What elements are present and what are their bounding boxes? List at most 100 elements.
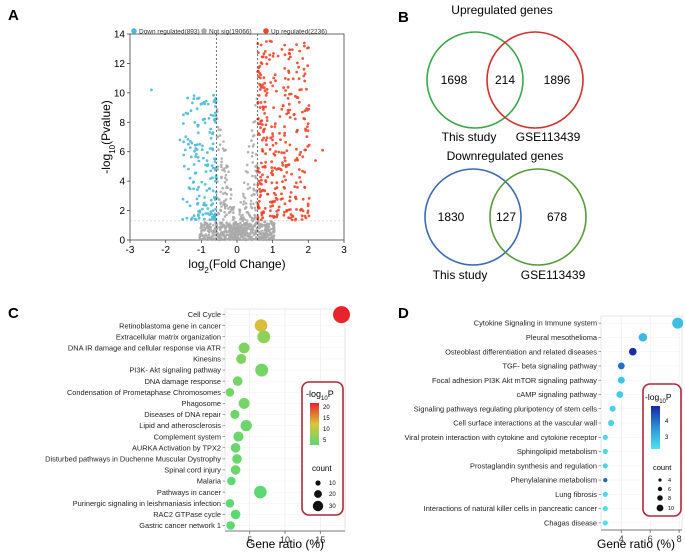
volcano-point-notsig bbox=[211, 224, 215, 227]
dotplot-c-term-label: Gastric cancer network 1 bbox=[139, 521, 221, 530]
volcano-point-up bbox=[298, 153, 302, 157]
volcano-point-notsig bbox=[249, 223, 253, 226]
volcano-point-down bbox=[203, 183, 207, 186]
volcano-point-down bbox=[211, 114, 215, 117]
volcano-point-notsig bbox=[228, 210, 232, 214]
dotplot-c-dot bbox=[257, 330, 271, 344]
volcano-point-up bbox=[272, 52, 275, 55]
dotplot-d-size-tick-3: 10 bbox=[668, 506, 674, 512]
volcano-point-up bbox=[283, 67, 287, 70]
volcano-point-up bbox=[282, 213, 286, 217]
volcano-point-notsig bbox=[216, 126, 220, 129]
volcano-point-notsig bbox=[216, 135, 220, 139]
volcano-point-notsig bbox=[234, 221, 238, 224]
volcano-point-up bbox=[270, 201, 274, 204]
volcano-point-notsig bbox=[239, 201, 243, 204]
volcano-point-up bbox=[263, 189, 267, 193]
volcano-ytick-label-1: 2 bbox=[119, 206, 125, 217]
volcano-point-notsig bbox=[225, 225, 228, 228]
volcano-point-up bbox=[283, 125, 286, 129]
volcano-point-up bbox=[294, 196, 297, 199]
volcano-point-up bbox=[262, 52, 266, 56]
dotplot-d-term-label: Phenylalanine metabolism bbox=[511, 476, 597, 485]
volcano-point-notsig bbox=[221, 147, 225, 150]
volcano-legend-label-1: Not sig(19066) bbox=[209, 29, 252, 36]
volcano-point-notsig bbox=[232, 211, 235, 214]
volcano-point-up bbox=[292, 113, 296, 117]
dotplot-d-dot bbox=[602, 506, 608, 512]
volcano-point-notsig bbox=[255, 227, 259, 230]
dotplot-d-dot bbox=[617, 362, 625, 370]
volcano-point-up bbox=[274, 141, 278, 145]
dotplot-d-term-label: Cytokine Signaling in Immune system bbox=[474, 319, 597, 328]
volcano-point-down bbox=[214, 207, 218, 211]
volcano-point-up bbox=[258, 195, 262, 199]
volcano-point-notsig bbox=[246, 187, 250, 191]
volcano-point-up bbox=[266, 192, 270, 196]
volcano-point-notsig bbox=[253, 183, 256, 186]
volcano-point-notsig bbox=[238, 230, 242, 233]
volcano-point-up bbox=[270, 181, 274, 185]
dotplot-c-dot bbox=[232, 376, 243, 386]
volcano-point-down bbox=[192, 214, 196, 218]
volcano-point-up bbox=[262, 76, 266, 79]
volcano-point-notsig bbox=[265, 232, 269, 235]
volcano-point-up bbox=[293, 185, 297, 189]
dotplot-c-term-label: DNA IR damage and cellular response via … bbox=[68, 343, 221, 352]
volcano-point-up bbox=[301, 155, 305, 159]
volcano-point-notsig bbox=[203, 221, 207, 224]
volcano-point-notsig bbox=[254, 209, 257, 212]
volcano-point-up bbox=[273, 73, 277, 77]
volcano-point-up bbox=[269, 136, 273, 140]
volcano-point-up bbox=[294, 181, 298, 185]
volcano-point-up bbox=[264, 123, 268, 127]
volcano-point-notsig bbox=[258, 226, 261, 230]
volcano-point-notsig bbox=[217, 128, 221, 132]
volcano-point-up bbox=[271, 169, 274, 173]
volcano-point-up bbox=[295, 156, 299, 160]
volcano-point-notsig bbox=[250, 218, 254, 221]
volcano-point-notsig bbox=[261, 223, 264, 227]
volcano-point-notsig bbox=[250, 129, 254, 132]
volcano-point-notsig bbox=[236, 236, 239, 240]
volcano-point-up bbox=[295, 147, 298, 151]
volcano-point-up bbox=[265, 40, 268, 43]
volcano-point-notsig bbox=[253, 193, 256, 196]
dotplot-c-legend-size-title: count bbox=[312, 464, 332, 473]
volcano-point-down bbox=[209, 127, 213, 131]
volcano-point-down bbox=[203, 196, 207, 199]
volcano-point-up bbox=[269, 205, 272, 208]
volcano-legend: Down regulated(893) Not sig(19066) Up regu… bbox=[131, 28, 327, 36]
volcano-point-up bbox=[275, 198, 279, 201]
dotplot-c-term-label: Lipid and atherosclerosis bbox=[139, 421, 221, 430]
volcano-point-up bbox=[283, 186, 287, 190]
volcano-plot: Down regulated(893) Not sig(19066) Up regu… bbox=[99, 28, 347, 275]
volcano-point-up bbox=[273, 199, 277, 203]
volcano-point-up bbox=[296, 96, 300, 99]
volcano-legend-marker-0 bbox=[131, 28, 137, 34]
volcano-point-notsig bbox=[221, 168, 224, 172]
dotplot-c-xtick-label-0: 5 bbox=[247, 535, 252, 545]
venn-upregulated: Upregulated genes 1698 214 1896 This stu… bbox=[426, 3, 584, 144]
volcano-point-notsig bbox=[245, 211, 249, 214]
volcano-point-down bbox=[194, 155, 198, 158]
volcano-legend-marker-1 bbox=[201, 28, 207, 34]
dotplot-c-term-label: Disturbed pathways in Duchenne Muscular … bbox=[45, 454, 221, 463]
volcano-point-down bbox=[193, 143, 197, 147]
volcano-point-notsig bbox=[252, 121, 255, 124]
dotplot-c-dot bbox=[232, 454, 242, 464]
volcano-point-down bbox=[195, 197, 199, 201]
venn-up-overlap-count: 214 bbox=[495, 73, 515, 87]
volcano-point-up bbox=[306, 211, 310, 215]
volcano-point-up bbox=[295, 70, 299, 74]
volcano-point-up bbox=[275, 186, 279, 190]
volcano-xtick-label-3: 0 bbox=[234, 245, 240, 256]
volcano-point-up bbox=[288, 116, 292, 119]
volcano-point-up bbox=[271, 138, 274, 142]
volcano-point-up bbox=[285, 171, 289, 174]
volcano-point-up bbox=[273, 125, 277, 128]
volcano-xlabel-sub: 2 bbox=[204, 266, 209, 275]
dotplot-d-term-label: Focal adhesion PI3K Akt mTOR signaling p… bbox=[432, 376, 597, 385]
volcano-point-notsig bbox=[271, 223, 274, 226]
volcano-point-up bbox=[286, 97, 290, 100]
